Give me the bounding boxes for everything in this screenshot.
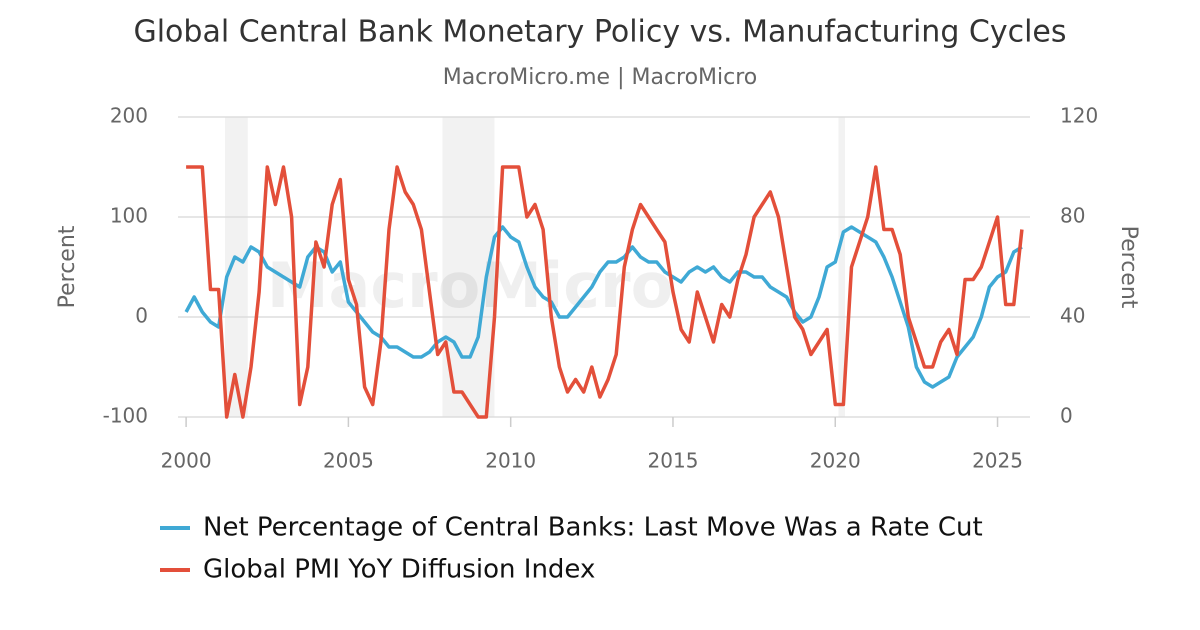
- y2-tick-label: 0: [1060, 404, 1073, 428]
- x-tick-label: 2000: [161, 449, 212, 473]
- legend-label: Net Percentage of Central Banks: Last Mo…: [203, 513, 983, 543]
- chart-subtitle: MacroMicro.me | MacroMicro: [443, 65, 758, 90]
- x-tick-label: 2020: [810, 449, 861, 473]
- x-tick-label: 2010: [485, 449, 536, 473]
- y2-tick-label: 80: [1060, 204, 1085, 228]
- y-axis-label: Percent: [55, 225, 80, 308]
- series-line: [186, 165, 1024, 419]
- x-tick-label: 2025: [972, 449, 1023, 473]
- y-tick-label: 100: [110, 204, 148, 228]
- y2-axis-label: Percent: [1116, 226, 1141, 309]
- x-tick-label: 2015: [648, 449, 699, 473]
- y-tick-label: 0: [135, 304, 148, 328]
- y2-tick-label: 120: [1060, 104, 1098, 128]
- chart-title: Global Central Bank Monetary Policy vs. …: [133, 15, 1066, 50]
- legend-label: Global PMI YoY Diffusion Index: [203, 555, 595, 585]
- x-tick-label: 2005: [323, 449, 374, 473]
- y2-tick-label: 40: [1060, 304, 1085, 328]
- y-tick-label: 200: [110, 104, 148, 128]
- shaded-period: [225, 117, 248, 417]
- shaded-period: [838, 117, 845, 417]
- y-tick-label: -100: [103, 404, 148, 428]
- watermark: MacroMicro: [267, 249, 673, 322]
